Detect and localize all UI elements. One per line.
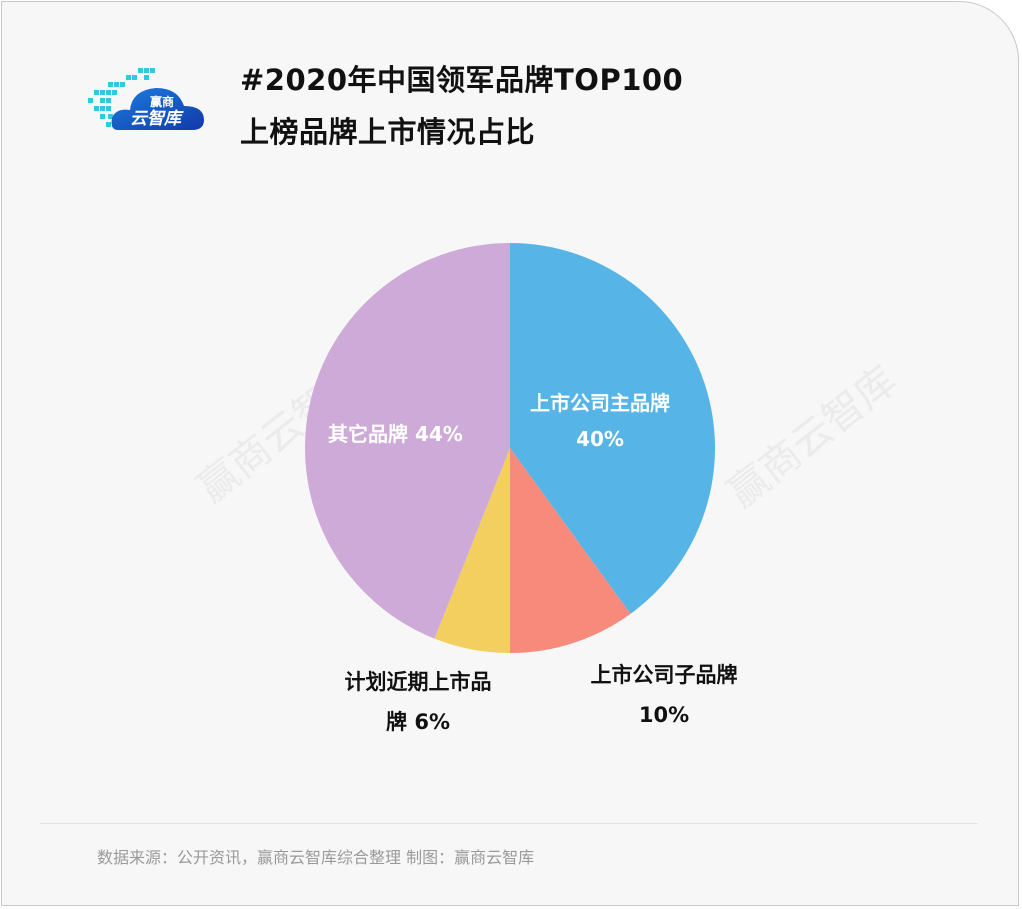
chart-title-line1: #2020年中国领军品牌TOP100: [240, 63, 684, 97]
label-other: 其它品牌 44%: [328, 422, 463, 446]
slice-other: [304, 243, 510, 639]
svg-text:云智库: 云智库: [130, 109, 184, 129]
slice-listed-sub: [510, 448, 631, 653]
label-listed-main: 上市公司主品牌 40%: [530, 391, 670, 451]
brand-logo: 赢商 云智库: [86, 66, 210, 138]
chart-title-line2: 上榜品牌上市情况占比: [240, 115, 536, 149]
slice-listed-main: [510, 243, 716, 614]
cloud-logo-icon: 赢商 云智库: [88, 68, 204, 130]
slice-planned: [434, 448, 510, 653]
data-source-note: 数据来源：公开资讯，赢商云智库综合整理 制图：赢商云智库: [97, 848, 535, 867]
chart-title: #2020年中国领军品牌TOP100 上榜品牌上市情况占比: [240, 54, 683, 158]
footer-divider: [40, 823, 978, 824]
svg-text:赢商: 赢商: [150, 94, 174, 109]
label-listed-sub: 上市公司子品牌 10%: [590, 663, 738, 727]
label-planned: 计划近期上市品 牌 6%: [344, 670, 492, 734]
